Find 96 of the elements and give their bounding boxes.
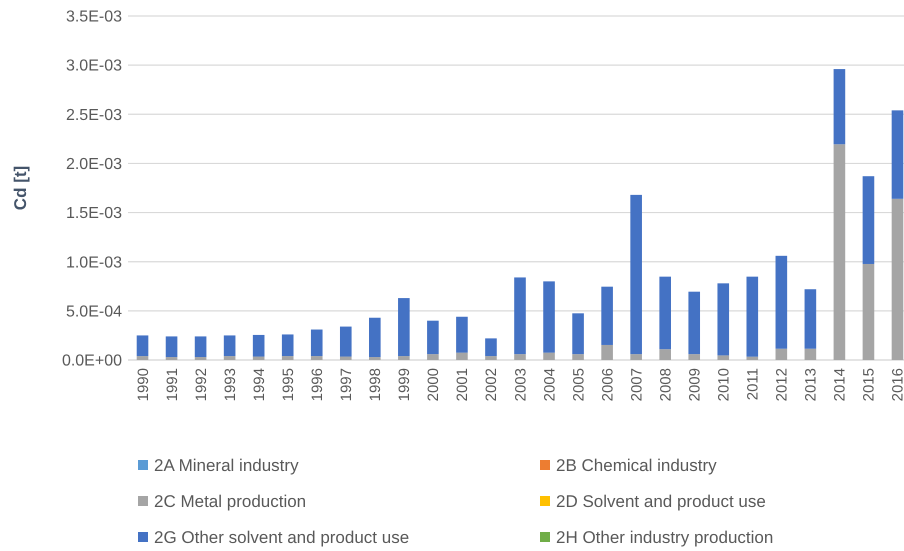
bar: [659, 276, 671, 350]
bar: [485, 356, 497, 360]
bar: [601, 286, 613, 345]
x-tick-label: 2006: [599, 368, 616, 402]
bar: [572, 313, 584, 354]
x-tick-label: 2007: [628, 368, 646, 402]
bar: [340, 326, 352, 357]
x-tick-label: 2002: [483, 368, 500, 402]
x-tick-label: 1990: [134, 368, 152, 402]
bar: [834, 69, 846, 144]
bar: [310, 356, 323, 360]
bar: [688, 292, 700, 354]
bar: [485, 338, 497, 356]
x-tick-label: 2003: [512, 368, 530, 402]
bar: [746, 356, 758, 360]
x-tick-label: 2008: [657, 368, 674, 402]
bar: [688, 354, 700, 360]
x-tick-label: 2010: [716, 368, 733, 402]
x-tick-label: 2011: [744, 368, 762, 400]
y-tick-label: 5.0E-04: [66, 303, 122, 320]
bar: [166, 357, 178, 360]
legend-label: 2D Solvent and product use: [556, 492, 766, 511]
bar: [543, 352, 555, 360]
legend-label: 2A Mineral industry: [154, 456, 300, 475]
bar: [892, 110, 904, 199]
x-tick-label: 2012: [774, 368, 791, 402]
y-tick-label: 2.0E-03: [66, 156, 122, 174]
x-tick-label: 1994: [250, 368, 268, 402]
bar: [601, 344, 613, 360]
bar: [717, 283, 730, 356]
x-tick-label: 1995: [280, 368, 297, 402]
bar: [514, 354, 526, 360]
bar: [776, 256, 788, 349]
y-tick-label: 0.0E+00: [62, 352, 122, 370]
bar: [717, 355, 730, 360]
bar: [746, 276, 758, 357]
bar: [892, 198, 904, 360]
y-axis-title: Cd [t]: [10, 166, 30, 210]
bar: [804, 348, 816, 360]
bar: [310, 330, 323, 356]
bar: [630, 354, 642, 360]
x-tick-label: 2015: [860, 368, 878, 402]
bar: [572, 354, 584, 360]
y-tick-label: 2.5E-03: [66, 106, 122, 124]
bar: [776, 348, 788, 360]
bar: [456, 316, 468, 353]
bar: [862, 176, 874, 264]
legend-label: 2H Other industry production: [556, 528, 774, 547]
bar: [862, 264, 874, 360]
x-tick-label: 2005: [570, 368, 588, 402]
x-tick-label: 2009: [686, 368, 704, 402]
x-tick-label: 1997: [338, 368, 356, 402]
bar: [194, 336, 206, 358]
legend-label: 2C Metal production: [154, 492, 306, 511]
bar: [136, 335, 148, 356]
x-tick-label: 1999: [396, 368, 414, 402]
bar: [136, 356, 148, 360]
legend-label: 2G Other solvent and product use: [154, 528, 410, 547]
x-tick-label: 2001: [454, 368, 472, 402]
bar: [630, 194, 642, 354]
bar: [659, 349, 671, 360]
bar: [224, 356, 236, 360]
bar: [398, 356, 410, 360]
x-tick-label: 1992: [192, 368, 210, 402]
bar: [224, 335, 236, 356]
bar: [252, 356, 264, 360]
bar: [456, 352, 468, 360]
x-tick-label: 1991: [164, 368, 181, 402]
y-tick-label: 1.5E-03: [66, 205, 122, 222]
bar: [834, 144, 846, 360]
x-tick-label: 1996: [308, 368, 326, 402]
x-tick-label: 1993: [222, 368, 239, 402]
y-tick-label: 3.5E-03: [66, 8, 122, 26]
bar: [340, 356, 352, 360]
x-tick-label: 1998: [367, 368, 384, 402]
bar: [166, 336, 178, 358]
y-tick-label: 1.0E-03: [66, 254, 122, 272]
x-tick-label: 2013: [802, 368, 820, 402]
bar: [282, 334, 294, 356]
x-tick-label: 2014: [832, 368, 849, 402]
x-tick-label: 2004: [541, 368, 558, 402]
bar: [194, 357, 206, 360]
bar: [427, 354, 439, 360]
y-tick-label: 3.0E-03: [66, 58, 122, 75]
x-tick-label: 2016: [890, 368, 904, 402]
bar: [514, 277, 526, 354]
x-tick-label: 2000: [425, 368, 442, 402]
bar: [369, 318, 381, 358]
bar: [398, 298, 410, 356]
bar: [282, 356, 294, 360]
bar: [369, 357, 381, 360]
bar: [804, 289, 816, 349]
bar: [252, 334, 264, 357]
bar: [543, 281, 555, 353]
bar: [427, 320, 439, 354]
legend-label: 2B Chemical industry: [556, 456, 718, 475]
